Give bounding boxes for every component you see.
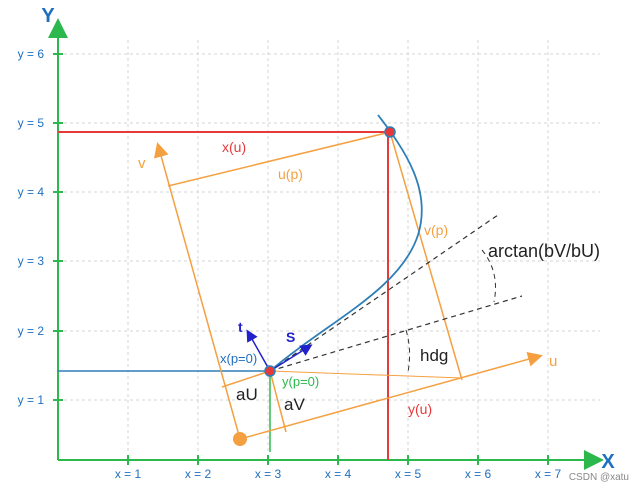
label-v-p: v(p) — [424, 222, 448, 238]
label-v-axis: v — [138, 155, 146, 172]
tick-marks — [53, 53, 549, 465]
y-axis-title: Y — [41, 5, 55, 27]
t-arrow — [246, 329, 271, 372]
label-arctan: arctan(bV/bU) — [488, 241, 600, 261]
y-tick-label: y = 6 — [18, 47, 45, 61]
s-arrow — [269, 344, 313, 372]
v-axis-line — [153, 142, 241, 440]
grid — [58, 40, 600, 452]
dashed-heading-line — [269, 295, 523, 372]
y-tick-label: y = 5 — [18, 116, 45, 130]
y-tick-label: y = 4 — [18, 185, 45, 199]
label-av: aV — [284, 395, 305, 414]
av-line — [269, 370, 287, 433]
label-au: aU — [236, 385, 258, 404]
label-y-p0: y(p=0) — [282, 374, 319, 389]
y-tick-label: y = 2 — [18, 324, 45, 338]
v-p-line — [389, 131, 463, 381]
x-tick-label: x = 4 — [325, 467, 352, 481]
x-tick-label: x = 2 — [185, 467, 212, 481]
u-axis-line — [239, 351, 543, 440]
x-tick-label: x = 7 — [535, 467, 562, 481]
x-tick-label: x = 1 — [115, 467, 142, 481]
label-t: t — [238, 319, 243, 335]
road-curve — [269, 114, 423, 372]
hdg-angle-arc — [405, 329, 411, 373]
y-tick-label: y = 1 — [18, 393, 45, 407]
dashed-tangent-line — [269, 214, 499, 372]
x-axis-title: X — [601, 451, 615, 473]
label-u-p: u(p) — [278, 166, 303, 182]
label-x-u: x(u) — [222, 139, 246, 155]
heading-ref-line — [269, 370, 463, 379]
start-point-marker — [264, 365, 276, 377]
label-s: S — [286, 329, 295, 345]
x-tick-label: x = 5 — [395, 467, 422, 481]
label-x-p0: x(p=0) — [220, 351, 257, 366]
end-point-marker — [384, 126, 396, 138]
watermark: CSDN @xatu — [569, 472, 629, 483]
au-line — [221, 370, 271, 388]
label-y-u: y(u) — [408, 401, 432, 417]
u-p-line — [167, 131, 391, 187]
x-tick-label: x = 3 — [255, 467, 282, 481]
y-tick-label: y = 3 — [18, 254, 45, 268]
origin-point-marker — [233, 432, 247, 446]
label-u-axis: u — [549, 353, 557, 370]
arctan-angle-arc — [481, 249, 496, 303]
label-hdg: hdg — [420, 346, 448, 365]
x-tick-label: x = 6 — [465, 467, 492, 481]
